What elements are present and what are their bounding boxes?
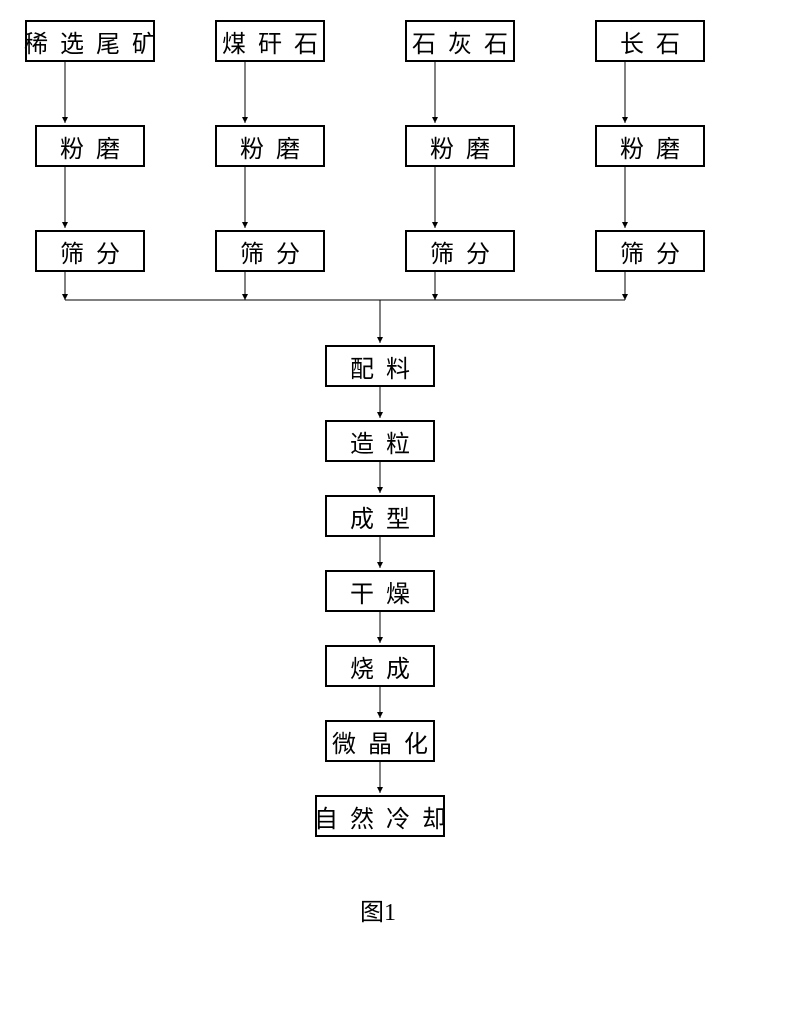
sieve-in1: 筛分 xyxy=(35,230,145,272)
step-dry: 干燥 xyxy=(325,570,435,612)
grind-in3: 粉磨 xyxy=(405,125,515,167)
input-in1: 稀选尾矿 xyxy=(25,20,155,62)
input-in2: 煤矸石 xyxy=(215,20,325,62)
grind-in1: 粉磨 xyxy=(35,125,145,167)
sieve-in2: 筛分 xyxy=(215,230,325,272)
step-fire: 烧成 xyxy=(325,645,435,687)
step-cryst: 微晶化 xyxy=(325,720,435,762)
input-in3: 石灰石 xyxy=(405,20,515,62)
sieve-in4: 筛分 xyxy=(595,230,705,272)
sieve-in3: 筛分 xyxy=(405,230,515,272)
input-in4: 长石 xyxy=(595,20,705,62)
step-granulate: 造粒 xyxy=(325,420,435,462)
step-cool: 自然冷却 xyxy=(315,795,445,837)
step-form: 成型 xyxy=(325,495,435,537)
grind-in4: 粉磨 xyxy=(595,125,705,167)
grind-in2: 粉磨 xyxy=(215,125,325,167)
step-batch: 配料 xyxy=(325,345,435,387)
figure-caption: 图1 xyxy=(360,892,396,927)
